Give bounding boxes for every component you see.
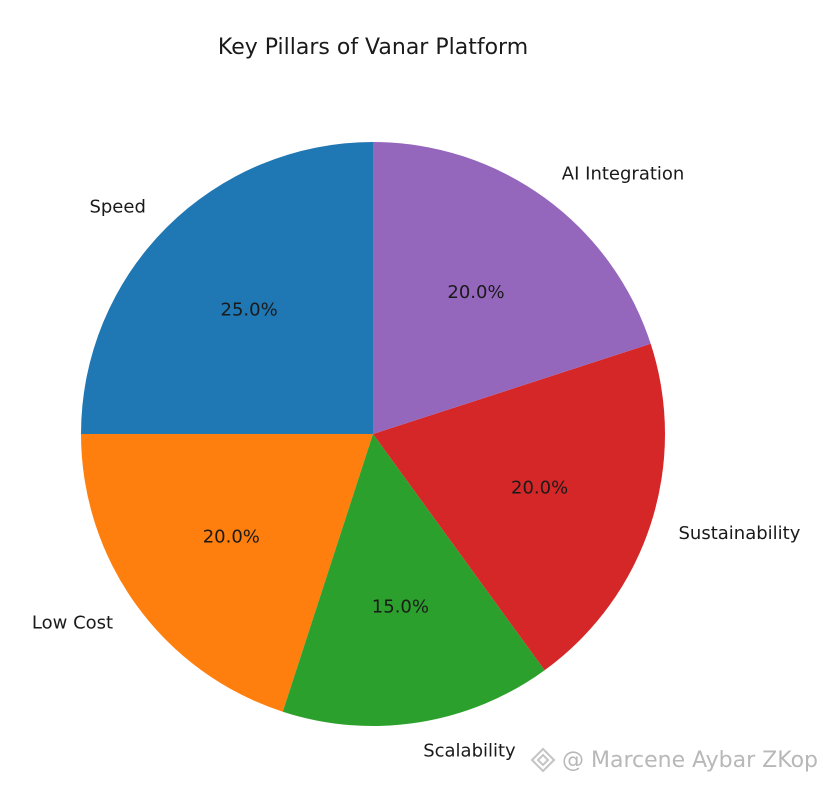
slice-percent-label: 25.0%: [221, 300, 278, 321]
pie-slice-sustainability: [373, 343, 665, 671]
slice-percent-label: 20.0%: [511, 478, 568, 499]
pie-slice-speed: [81, 142, 373, 434]
watermark-text: @ Marcene Aybar ZKop: [561, 747, 818, 773]
slice-category-label: Low Cost: [32, 612, 113, 633]
pie-slice-ai-integration: [373, 142, 651, 434]
pie-slice-low-cost: [81, 434, 373, 712]
diamond-logo-icon: [530, 747, 556, 773]
slice-category-label: Sustainability: [679, 523, 801, 544]
pie-slice-scalability: [282, 434, 545, 726]
slice-percent-label: 20.0%: [447, 282, 504, 303]
watermark: @ Marcene Aybar ZKop: [530, 747, 818, 773]
slice-category-label: AI Integration: [562, 164, 685, 185]
slice-percent-label: 20.0%: [203, 527, 260, 548]
slice-category-label: Speed: [89, 196, 145, 217]
slice-category-label: Scalability: [423, 741, 516, 762]
slices-layer: [81, 142, 665, 726]
labels-layer: 25.0% Speed 20.0% Low Cost 15.0% Scalability 2…: [32, 164, 801, 762]
chart-title: Key Pillars of Vanar Platform: [218, 35, 528, 60]
slice-percent-label: 15.0%: [372, 597, 429, 618]
